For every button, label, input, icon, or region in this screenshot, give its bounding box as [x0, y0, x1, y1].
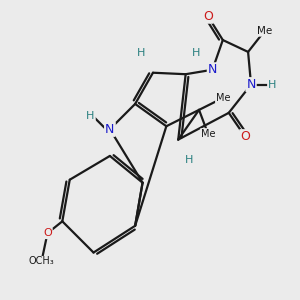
Text: N: N	[105, 123, 115, 136]
Text: O: O	[43, 228, 52, 238]
Text: N: N	[105, 123, 115, 136]
Text: H: H	[137, 48, 145, 59]
Text: H: H	[86, 111, 95, 121]
Text: N: N	[246, 78, 256, 91]
Text: H: H	[184, 155, 193, 165]
Text: H: H	[268, 80, 276, 90]
Text: Me: Me	[201, 129, 215, 139]
Text: H: H	[192, 48, 200, 59]
Text: N: N	[208, 63, 217, 76]
Text: H: H	[86, 111, 95, 121]
Text: Me: Me	[257, 26, 272, 36]
Text: Me: Me	[216, 93, 230, 103]
Text: O: O	[240, 130, 250, 143]
Text: O: O	[203, 10, 213, 23]
Text: OCH₃: OCH₃	[28, 256, 54, 266]
